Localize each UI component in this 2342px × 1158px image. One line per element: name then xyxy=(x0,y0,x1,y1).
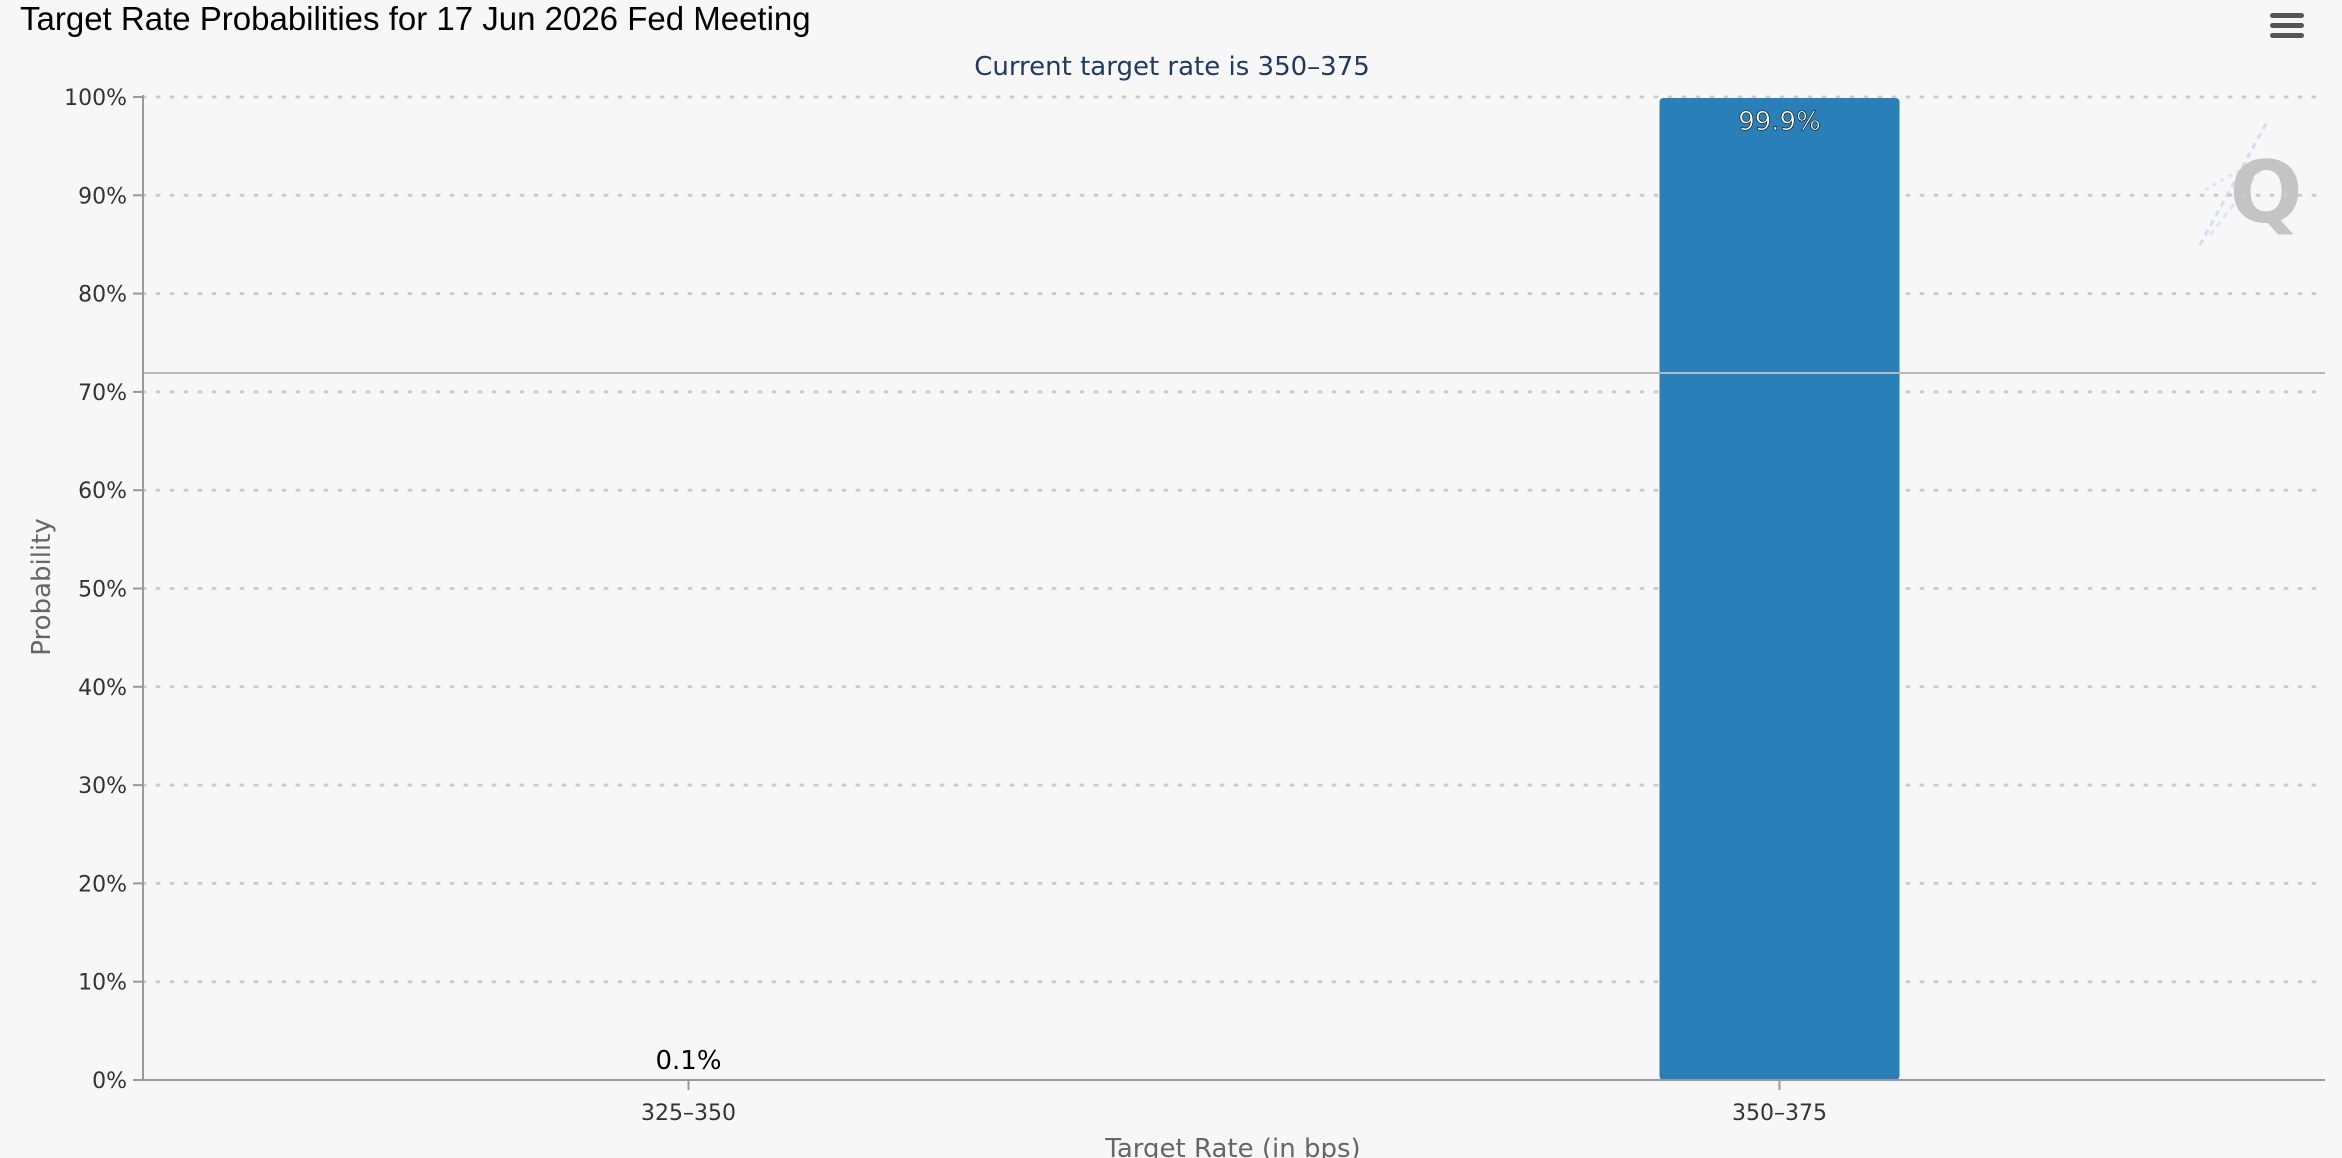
y-tick-label: 80% xyxy=(78,283,127,308)
y-tick-label: 20% xyxy=(78,872,127,897)
data-label: 99.9% xyxy=(1738,107,1821,137)
q-logo-letter: Q xyxy=(2229,143,2302,243)
y-tick-label: 10% xyxy=(78,971,127,996)
y-tick-label: 60% xyxy=(78,479,127,504)
y-tick-labels: 0% 10% 20% 30% 40% 50% 60% 70% 80% 90% 100% xyxy=(64,86,143,1094)
y-tick-label: 90% xyxy=(78,184,127,209)
data-label: 0.1% xyxy=(655,1046,721,1076)
hamburger-menu-icon xyxy=(2270,13,2304,18)
data-labels: 0.1% 99.9% xyxy=(655,107,1821,1076)
bar-350–375[interactable] xyxy=(1659,97,1900,1080)
y-tick-label: 50% xyxy=(78,578,127,603)
y-tick-label: 0% xyxy=(92,1069,127,1094)
x-tick-label: 325–350 xyxy=(641,1101,736,1126)
y-tick-label: 30% xyxy=(78,774,127,799)
page-title: Target Rate Probabilities for 17 Jun 202… xyxy=(20,0,811,37)
gridlines xyxy=(141,95,2327,984)
y-tick-label: 70% xyxy=(78,381,127,406)
chart-subtitle: Current target rate is 350–375 xyxy=(974,52,1370,82)
y-axis-title: Probability xyxy=(27,518,57,655)
y-tick-label: 100% xyxy=(64,86,127,111)
x-tick-label: 350–375 xyxy=(1732,1101,1827,1126)
hamburger-menu-icon-line xyxy=(2270,23,2304,28)
chart-menu-button[interactable] xyxy=(2266,8,2308,42)
y-tick-label: 40% xyxy=(78,676,127,701)
q-logo-icon: Q xyxy=(2198,119,2303,246)
x-tick-labels: 325–350 350–375 xyxy=(641,1080,1827,1126)
x-axis-title: Target Rate (in bps) xyxy=(1104,1134,1360,1158)
hamburger-menu-icon-line xyxy=(2270,33,2304,38)
